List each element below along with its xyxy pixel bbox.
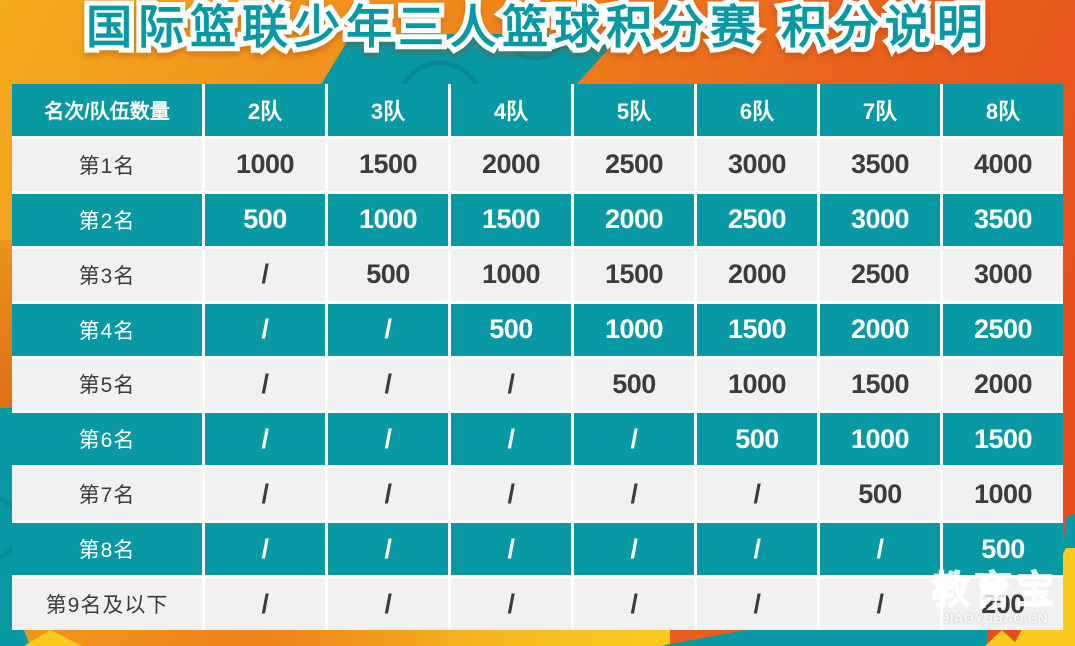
value-cell: / [697,523,817,576]
header-cell-teams: 2队 [205,84,325,136]
value-cell: 1500 [820,358,940,411]
value-cell: 2000 [697,248,817,301]
value-cell: 500 [820,468,940,521]
points-table: 名次/队伍数量 2队 3队 4队 5队 6队 7队 8队 第1名 1000 1500 2000 2500… [12,84,1063,630]
header-cell-teams: 4队 [451,84,571,136]
header-cell-teams: 8队 [943,84,1063,136]
value-cell: 3000 [697,138,817,191]
value-cell: 2000 [943,358,1063,411]
value-cell: 2000 [820,303,940,356]
bg-left-facet [0,240,13,410]
value-cell: 1500 [451,193,571,246]
value-cell: / [697,468,817,521]
value-cell: 500 [574,358,694,411]
value-cell: / [205,303,325,356]
value-cell: / [574,578,694,630]
value-cell: 2500 [943,303,1063,356]
value-cell: / [451,358,571,411]
bg-bottom-teal-band [660,630,987,646]
value-cell: / [205,248,325,301]
value-cell: 1000 [205,138,325,191]
value-cell: 1000 [574,303,694,356]
value-cell: / [451,523,571,576]
value-cell: / [205,468,325,521]
rank-cell: 第2名 [12,193,202,246]
bg-teal-band-decoration [320,34,622,86]
value-cell: / [820,523,940,576]
header-cell-teams: 5队 [574,84,694,136]
value-cell: 3500 [943,193,1063,246]
value-cell: 500 [451,303,571,356]
page-title: 国际篮联少年三人篮球积分赛 积分说明 国际篮联少年三人篮球积分赛 积分说明 [0,0,1075,57]
value-cell: 1500 [697,303,817,356]
header-cell-teams: 7队 [820,84,940,136]
value-cell: 1500 [574,248,694,301]
value-cell: 1500 [328,138,448,191]
rank-cell: 第6名 [12,413,202,466]
value-cell: / [328,358,448,411]
value-cell: / [328,578,448,630]
value-cell: 2000 [574,193,694,246]
value-cell: 2500 [574,138,694,191]
value-cell: / [820,578,940,630]
value-cell: / [205,578,325,630]
value-cell: 4000 [943,138,1063,191]
header-cell-rank: 名次/队伍数量 [12,84,202,136]
value-cell: 500 [697,413,817,466]
header-cell-teams: 6队 [697,84,817,136]
rank-cell: 第8名 [12,523,202,576]
value-cell: 200 [943,578,1063,630]
value-cell: 3000 [820,193,940,246]
value-cell: 1000 [820,413,940,466]
bg-teal-corner-left [0,408,13,646]
value-cell: / [328,468,448,521]
value-cell: / [328,413,448,466]
value-cell: / [451,578,571,630]
rank-cell: 第9名及以下 [12,578,202,630]
value-cell: 2500 [697,193,817,246]
rank-cell: 第1名 [12,138,202,191]
value-cell: 1500 [943,413,1063,466]
value-cell: 3500 [820,138,940,191]
value-cell: 500 [328,248,448,301]
value-cell: / [205,523,325,576]
value-cell: 3000 [943,248,1063,301]
rank-cell: 第5名 [12,358,202,411]
bg-bottom-yellow-triangle [985,630,1019,646]
header-cell-teams: 3队 [328,84,448,136]
value-cell: / [574,413,694,466]
rank-cell: 第4名 [12,303,202,356]
value-cell: / [205,413,325,466]
value-cell: / [205,358,325,411]
rank-cell: 第3名 [12,248,202,301]
bg-bottom-left-yellow-triangle [24,630,82,646]
value-cell: 1000 [697,358,817,411]
bg-bottom-yellow-band [250,630,670,646]
page-title-text: 国际篮联少年三人篮球积分赛 积分说明 [86,1,989,53]
value-cell: / [451,468,571,521]
page-title-outline: 国际篮联少年三人篮球积分赛 积分说明 [81,0,989,57]
value-cell: 1000 [328,193,448,246]
value-cell: / [574,468,694,521]
value-cell: 500 [943,523,1063,576]
value-cell: / [328,523,448,576]
value-cell: 500 [205,193,325,246]
value-cell: 1000 [943,468,1063,521]
value-cell: / [697,578,817,630]
value-cell: 1000 [451,248,571,301]
value-cell: / [574,523,694,576]
value-cell: / [328,303,448,356]
value-cell: 2500 [820,248,940,301]
value-cell: / [451,413,571,466]
value-cell: 2000 [451,138,571,191]
rank-cell: 第7名 [12,468,202,521]
